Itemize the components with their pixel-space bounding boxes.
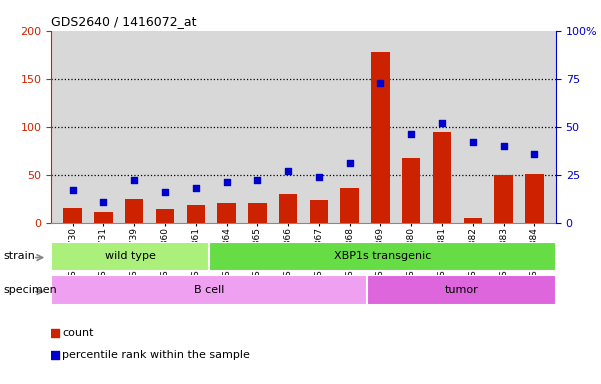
Text: wild type: wild type xyxy=(105,251,156,262)
Bar xyxy=(63,208,82,223)
Point xyxy=(283,168,293,174)
Bar xyxy=(371,52,389,223)
Bar xyxy=(186,205,205,223)
Point xyxy=(129,177,139,184)
Point xyxy=(68,187,78,193)
Text: strain: strain xyxy=(3,251,35,262)
Bar xyxy=(156,209,174,223)
Point xyxy=(376,79,385,86)
Bar xyxy=(94,212,112,223)
Point xyxy=(529,151,539,157)
Point xyxy=(314,174,324,180)
Bar xyxy=(218,203,236,223)
Bar xyxy=(367,275,556,305)
Bar xyxy=(279,194,297,223)
Point xyxy=(345,160,355,166)
Text: specimen: specimen xyxy=(3,285,56,295)
Point xyxy=(406,131,416,137)
Point xyxy=(160,189,170,195)
Bar xyxy=(209,242,556,271)
Bar xyxy=(463,218,482,223)
Point xyxy=(99,199,108,205)
Text: XBP1s transgenic: XBP1s transgenic xyxy=(334,251,431,262)
Point xyxy=(252,177,262,184)
Text: count: count xyxy=(63,328,94,338)
Bar xyxy=(525,174,544,223)
Point xyxy=(437,120,447,126)
Point xyxy=(499,143,508,149)
Bar xyxy=(340,188,359,223)
Text: B cell: B cell xyxy=(194,285,224,295)
Text: GDS2640 / 1416072_at: GDS2640 / 1416072_at xyxy=(51,15,197,28)
Bar xyxy=(51,242,209,271)
Bar xyxy=(125,199,144,223)
Bar xyxy=(51,275,367,305)
Point xyxy=(222,179,231,185)
Point xyxy=(468,139,478,145)
Bar xyxy=(402,159,421,223)
Bar xyxy=(495,175,513,223)
Bar xyxy=(248,203,267,223)
Point xyxy=(191,185,201,191)
Point xyxy=(207,214,216,220)
Bar xyxy=(433,132,451,223)
Bar xyxy=(310,200,328,223)
Point xyxy=(207,14,216,20)
Text: percentile rank within the sample: percentile rank within the sample xyxy=(63,350,251,360)
Text: tumor: tumor xyxy=(444,285,478,295)
